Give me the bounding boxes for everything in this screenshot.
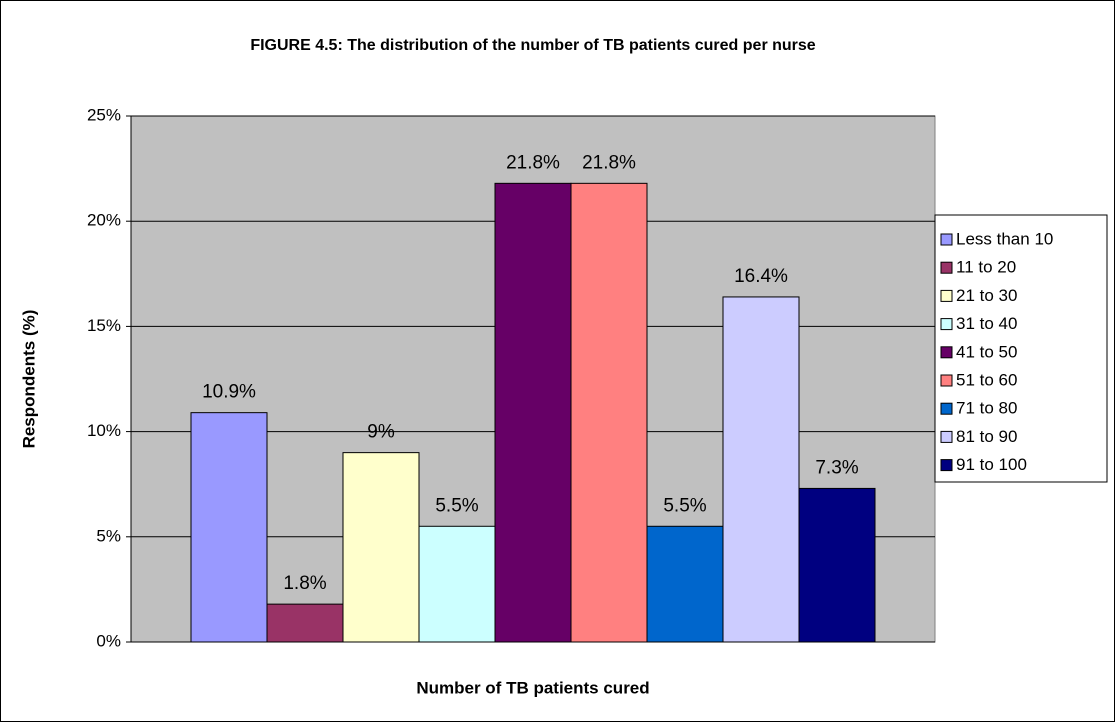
legend-label: 71 to 80	[956, 399, 1017, 418]
bar	[190, 412, 268, 643]
legend-label: 81 to 90	[956, 427, 1017, 446]
bar	[266, 603, 344, 643]
bar	[418, 525, 496, 643]
legend-swatch	[940, 459, 953, 472]
bar	[798, 487, 876, 643]
legend-label: Less than 10	[956, 229, 1053, 248]
y-tick-label: 0%	[96, 631, 121, 650]
bar	[722, 296, 800, 643]
bar	[494, 182, 572, 643]
legend-swatch	[940, 402, 953, 415]
legend-swatch	[940, 289, 953, 302]
legend-label: 21 to 30	[956, 286, 1017, 305]
legend-swatch	[940, 261, 953, 274]
chart-title: FIGURE 4.5: The distribution of the numb…	[250, 37, 815, 54]
y-tick-label: 20%	[87, 211, 121, 230]
data-label: 16.4%	[734, 266, 788, 287]
data-label: 5.5%	[663, 495, 706, 516]
legend	[934, 214, 1108, 483]
legend-label: 31 to 40	[956, 314, 1017, 333]
data-label: 10.9%	[202, 382, 256, 403]
data-label: 9%	[367, 422, 395, 443]
bar	[342, 452, 420, 643]
legend-swatch	[940, 233, 953, 246]
legend-swatch	[940, 374, 953, 387]
legend-label: 11 to 20	[956, 258, 1016, 277]
data-label: 1.8%	[283, 573, 326, 594]
y-tick-label: 5%	[96, 526, 121, 545]
x-axis-label: Number of TB patients cured	[416, 678, 649, 697]
data-label: 7.3%	[815, 457, 858, 478]
data-label: 5.5%	[435, 495, 478, 516]
bar	[570, 182, 648, 643]
data-label: 21.8%	[506, 152, 560, 173]
y-axis-label: Respondents (%)	[19, 310, 38, 449]
legend-label: 51 to 60	[956, 370, 1017, 389]
legend-swatch	[940, 318, 953, 331]
legend-swatch	[940, 346, 953, 359]
legend-label: 41 to 50	[956, 342, 1017, 361]
data-label: 21.8%	[582, 152, 636, 173]
legend-label: 91 to 100	[956, 455, 1027, 474]
y-tick-label: 10%	[87, 421, 121, 440]
legend-swatch	[940, 430, 953, 443]
y-tick-label: 25%	[87, 105, 121, 124]
bar	[646, 525, 724, 643]
y-tick-label: 15%	[87, 316, 121, 335]
